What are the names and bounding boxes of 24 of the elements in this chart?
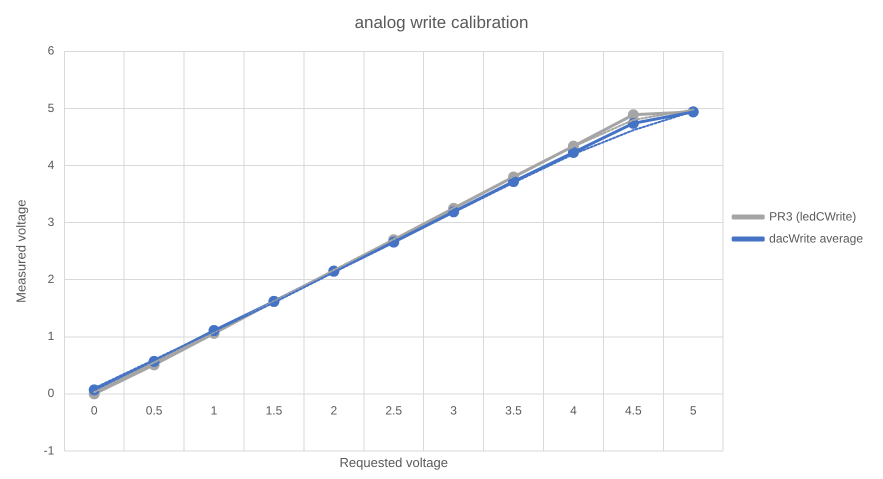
x-tick-label: 1.5: [266, 403, 283, 418]
y-tick-label: 0: [48, 386, 55, 400]
legend-label: PR3 (ledCWrite): [769, 209, 856, 224]
y-tick-label: 4: [48, 158, 55, 172]
x-tick-label: 2: [330, 403, 338, 418]
y-tick-label: -1: [44, 443, 55, 458]
chart-title: analog write calibration: [354, 12, 528, 32]
x-axis-title: Requested voltage: [340, 455, 448, 470]
x-tick-label: 0.5: [146, 403, 163, 418]
x-tick-label: 3: [450, 403, 458, 418]
x-tick-label: 4: [570, 403, 578, 418]
x-tick-label: 5: [690, 403, 697, 418]
y-axis-title: Measured voltage: [13, 200, 28, 303]
y-tick-label: 5: [48, 100, 55, 115]
x-tick-label: 0: [90, 403, 98, 418]
y-tick-label: 1: [48, 329, 55, 344]
x-tick-label: 1: [210, 403, 218, 418]
legend-label: dacWrite average: [769, 231, 864, 246]
x-tick-label: 4.5: [624, 403, 642, 418]
x-tick-label: 2.5: [385, 403, 402, 418]
x-tick-label: 3.5: [505, 403, 522, 418]
y-tick-label: 6: [48, 44, 55, 58]
y-tick-label: 2: [48, 272, 55, 286]
y-tick-label: 3: [48, 214, 55, 229]
